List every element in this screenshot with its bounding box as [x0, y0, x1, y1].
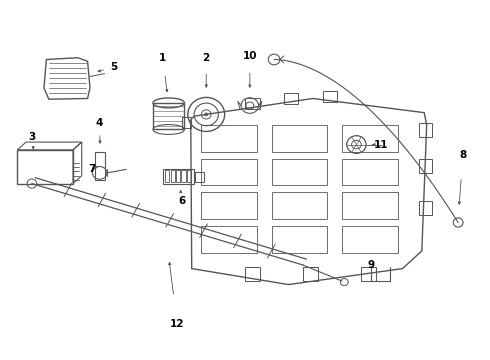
- Text: 4: 4: [96, 118, 103, 128]
- Bar: [245, 99, 260, 109]
- Bar: [201, 159, 257, 185]
- Text: 2: 2: [203, 53, 210, 63]
- Bar: [342, 226, 397, 253]
- Bar: [187, 170, 191, 182]
- Text: 10: 10: [243, 51, 257, 61]
- Bar: [201, 192, 257, 219]
- Bar: [195, 172, 204, 182]
- Bar: [181, 170, 186, 182]
- Bar: [95, 152, 105, 180]
- Bar: [342, 159, 397, 185]
- Bar: [245, 267, 260, 281]
- Bar: [284, 93, 298, 104]
- Bar: [361, 267, 376, 281]
- Text: 1: 1: [159, 53, 166, 63]
- Text: 7: 7: [89, 165, 96, 174]
- Bar: [182, 117, 191, 128]
- Bar: [271, 192, 327, 219]
- Bar: [322, 91, 337, 102]
- Bar: [17, 150, 73, 184]
- Bar: [271, 125, 327, 152]
- Text: 12: 12: [170, 319, 184, 329]
- Bar: [342, 192, 397, 219]
- Text: 8: 8: [460, 150, 466, 160]
- Bar: [271, 226, 327, 253]
- Text: 6: 6: [178, 196, 186, 206]
- Bar: [303, 267, 318, 281]
- Bar: [201, 226, 257, 253]
- Text: 11: 11: [373, 140, 388, 149]
- Text: 3: 3: [28, 132, 35, 143]
- Text: 5: 5: [111, 62, 118, 72]
- Bar: [176, 170, 180, 182]
- Text: 9: 9: [368, 260, 374, 270]
- Bar: [153, 103, 184, 130]
- Bar: [165, 170, 170, 182]
- Bar: [419, 159, 432, 173]
- Bar: [163, 168, 194, 184]
- Bar: [342, 125, 397, 152]
- Bar: [271, 159, 327, 185]
- Bar: [419, 123, 432, 138]
- Bar: [419, 201, 432, 215]
- Bar: [201, 125, 257, 152]
- Bar: [171, 170, 175, 182]
